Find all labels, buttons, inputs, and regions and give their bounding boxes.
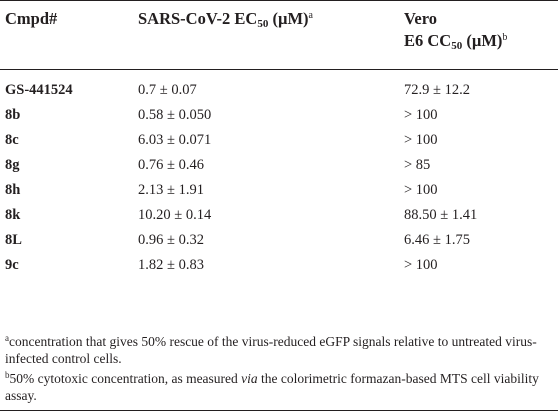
table-row: GS-441524 0.7 ± 0.07 72.9 ± 12.2	[0, 78, 558, 103]
cell-ec50: 1.82 ± 0.83	[138, 257, 204, 273]
table-row: 8h 2.13 ± 1.91 > 100	[0, 178, 558, 203]
cell-ec50: 6.03 ± 0.071	[138, 132, 212, 148]
cell-compound: 8k	[5, 207, 21, 223]
header-ec50: SARS-CoV-2 EC50 (µM)a	[138, 9, 313, 30]
table-header-rule	[0, 69, 558, 70]
cell-compound: 9c	[5, 257, 19, 273]
cell-ec50: 2.13 ± 1.91	[138, 182, 204, 198]
cell-cc50: > 100	[404, 107, 438, 123]
cell-ec50: 10.20 ± 0.14	[138, 207, 212, 223]
header-cc50-line2: E6 CC50 (µM)b	[404, 31, 508, 52]
header-cc50-line1: Vero	[404, 9, 437, 28]
cell-compound: GS-441524	[5, 82, 73, 98]
cell-ec50: 0.58 ± 0.050	[138, 107, 212, 123]
header-compound: Cmpd#	[5, 9, 58, 28]
table-row: 9c 1.82 ± 0.83 > 100	[0, 253, 558, 278]
table-row: 8b 0.58 ± 0.050 > 100	[0, 103, 558, 128]
cell-cc50: 6.46 ± 1.75	[404, 232, 470, 248]
table-row: 8c 6.03 ± 0.071 > 100	[0, 128, 558, 153]
cell-compound: 8b	[5, 107, 21, 123]
cell-cc50: > 100	[404, 182, 438, 198]
cell-compound: 8h	[5, 182, 21, 198]
cell-cc50: > 85	[404, 157, 431, 173]
cell-compound: 8L	[5, 232, 22, 248]
cell-ec50: 0.76 ± 0.46	[138, 157, 204, 173]
footnote-b: b50% cytotoxic concentration, as measure…	[5, 370, 539, 404]
table-bottom-rule	[0, 410, 558, 411]
table-row: 8L 0.96 ± 0.32 6.46 ± 1.75	[0, 228, 558, 253]
table-row: 8g 0.76 ± 0.46 > 85	[0, 153, 558, 178]
cell-ec50: 0.96 ± 0.32	[138, 232, 204, 248]
cell-compound: 8g	[5, 157, 20, 173]
cell-cc50: > 100	[404, 257, 438, 273]
cell-ec50: 0.7 ± 0.07	[138, 82, 197, 98]
cell-compound: 8c	[5, 132, 19, 148]
cell-cc50: 88.50 ± 1.41	[404, 207, 478, 223]
table-top-rule	[0, 0, 558, 1]
footnote-a: aconcentration that gives 50% rescue of …	[5, 333, 537, 367]
cell-cc50: 72.9 ± 12.2	[404, 82, 470, 98]
cell-cc50: > 100	[404, 132, 438, 148]
table-row: 8k 10.20 ± 0.14 88.50 ± 1.41	[0, 203, 558, 228]
